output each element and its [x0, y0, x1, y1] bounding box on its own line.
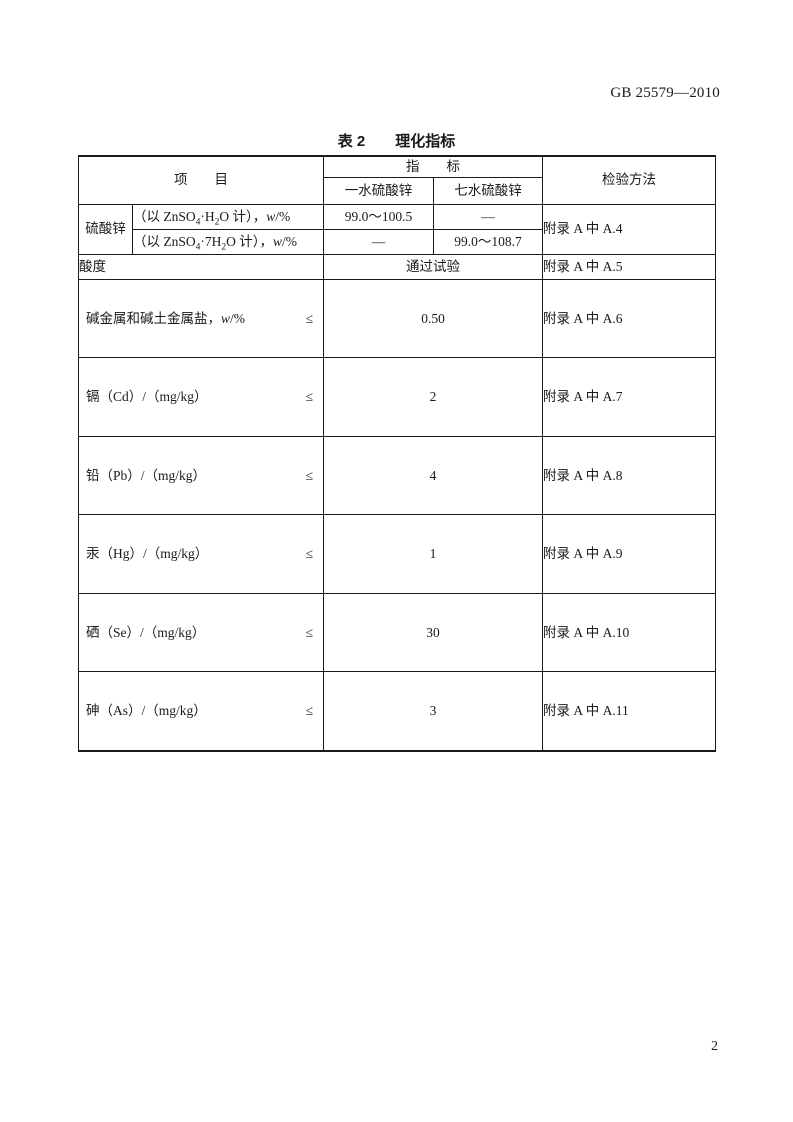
- row-label: 硒（Se）/（mg/kg）: [86, 624, 206, 640]
- row-label: 砷（As）/（mg/kg）: [86, 703, 207, 719]
- value-cell: 0.50: [323, 278, 543, 359]
- value-cell: —: [433, 203, 543, 230]
- table-row-zinc-monohydrate: 硫酸锌 （以 ZnSO4·H2O 计），w/% 99.0～100.5 — 附录 …: [78, 203, 716, 255]
- row-label: 酸度: [78, 253, 324, 280]
- table-row-lead: 铅（Pb）/（mg/kg） ≤ 4 附录 A 中 A.8: [78, 435, 716, 516]
- mass-fraction-symbol: w: [221, 310, 231, 326]
- less-equal-symbol: ≤: [305, 467, 313, 483]
- method-cell: 附录 A 中 A.7: [542, 357, 716, 437]
- method-cell: 附录 A 中 A.4: [542, 203, 716, 255]
- table-row-alkali-salts: 碱金属和碱土金属盐，w/% ≤ 0.50 附录 A 中 A.6: [78, 278, 716, 359]
- row-label: 汞（Hg）/（mg/kg）: [86, 546, 209, 562]
- table-row-cadmium: 镉（Cd）/（mg/kg） ≤ 2 附录 A 中 A.7: [78, 357, 716, 437]
- header-item-cell: 项 目: [78, 155, 324, 205]
- row-label-cell: 碱金属和碱土金属盐，w/% ≤: [78, 278, 324, 359]
- row-label: 碱金属和碱土金属盐，w/%: [86, 310, 246, 326]
- method-cell: 附录 A 中 A.8: [542, 435, 716, 516]
- zinc-spec-label: （以 ZnSO4·H2O 计），w/%: [132, 203, 324, 230]
- table-row-selenium: 硒（Se）/（mg/kg） ≤ 30 附录 A 中 A.10: [78, 592, 716, 673]
- row-label: 镉（Cd）/（mg/kg）: [86, 389, 208, 405]
- zinc-spec-label: （以 ZnSO4·7H2O 计），w/%: [132, 228, 324, 255]
- table-header-row-2: 一水硫酸锌 七水硫酸锌: [79, 176, 716, 205]
- row-label-cell: 镉（Cd）/（mg/kg） ≤: [78, 357, 324, 437]
- physicochemical-spec-table: 项 目 指 标 检验方法 一水硫酸锌 七水硫酸锌 硫酸锌 （以 ZnSO4·H2…: [78, 155, 716, 752]
- method-cell: 附录 A 中 A.6: [542, 278, 716, 359]
- method-cell: 附录 A 中 A.10: [542, 592, 716, 673]
- value-cell: 1: [323, 514, 543, 594]
- row-label: 铅（Pb）/（mg/kg）: [86, 467, 207, 483]
- table-header-row-1: 项 目 指 标 检验方法: [78, 155, 716, 205]
- value-cell: 99.0～100.5: [323, 203, 434, 230]
- value-cell: 通过试验: [323, 253, 543, 280]
- less-equal-symbol: ≤: [305, 546, 313, 562]
- method-cell: 附录 A 中 A.5: [542, 253, 716, 280]
- value-cell: 2: [323, 357, 543, 437]
- standard-code: GB 25579—2010: [610, 85, 720, 101]
- row-label-cell: 硒（Se）/（mg/kg） ≤: [78, 592, 324, 673]
- table-title: 表 2 理化指标: [337, 133, 456, 150]
- less-equal-symbol: ≤: [305, 389, 313, 405]
- row-label-cell: 汞（Hg）/（mg/kg） ≤: [78, 514, 324, 594]
- less-equal-symbol: ≤: [305, 624, 313, 640]
- header-indicator-cell: 指 标: [323, 155, 543, 178]
- table-row-zinc-heptahydrate: （以 ZnSO4·7H2O 计），w/% — 99.0～108.7: [79, 228, 716, 255]
- method-cell: 附录 A 中 A.11: [542, 671, 716, 752]
- row-label-cell: 铅（Pb）/（mg/kg） ≤: [78, 435, 324, 516]
- value-cell: 30: [323, 592, 543, 673]
- row-label-cell: 砷（As）/（mg/kg） ≤: [78, 671, 324, 752]
- header-heptahydrate-cell: 七水硫酸锌: [433, 176, 543, 205]
- value-cell: 4: [323, 435, 543, 516]
- page-number: 2: [711, 1039, 718, 1054]
- method-cell: 附录 A 中 A.9: [542, 514, 716, 594]
- zinc-group-label: 硫酸锌: [78, 203, 133, 255]
- table-row-arsenic: 砷（As）/（mg/kg） ≤ 3 附录 A 中 A.11: [78, 671, 716, 752]
- less-equal-symbol: ≤: [305, 703, 313, 719]
- mass-fraction-symbol: w: [266, 208, 276, 224]
- value-cell: 3: [323, 671, 543, 752]
- header-method-cell: 检验方法: [542, 155, 716, 205]
- value-cell: 99.0～108.7: [433, 228, 543, 255]
- less-equal-symbol: ≤: [305, 310, 313, 326]
- header-monohydrate-cell: 一水硫酸锌: [323, 176, 434, 205]
- table-row-acidity: 酸度 通过试验 附录 A 中 A.5: [78, 253, 716, 280]
- value-cell: —: [323, 228, 434, 255]
- mass-fraction-symbol: w: [273, 233, 283, 249]
- table-row-mercury: 汞（Hg）/（mg/kg） ≤ 1 附录 A 中 A.9: [78, 514, 716, 594]
